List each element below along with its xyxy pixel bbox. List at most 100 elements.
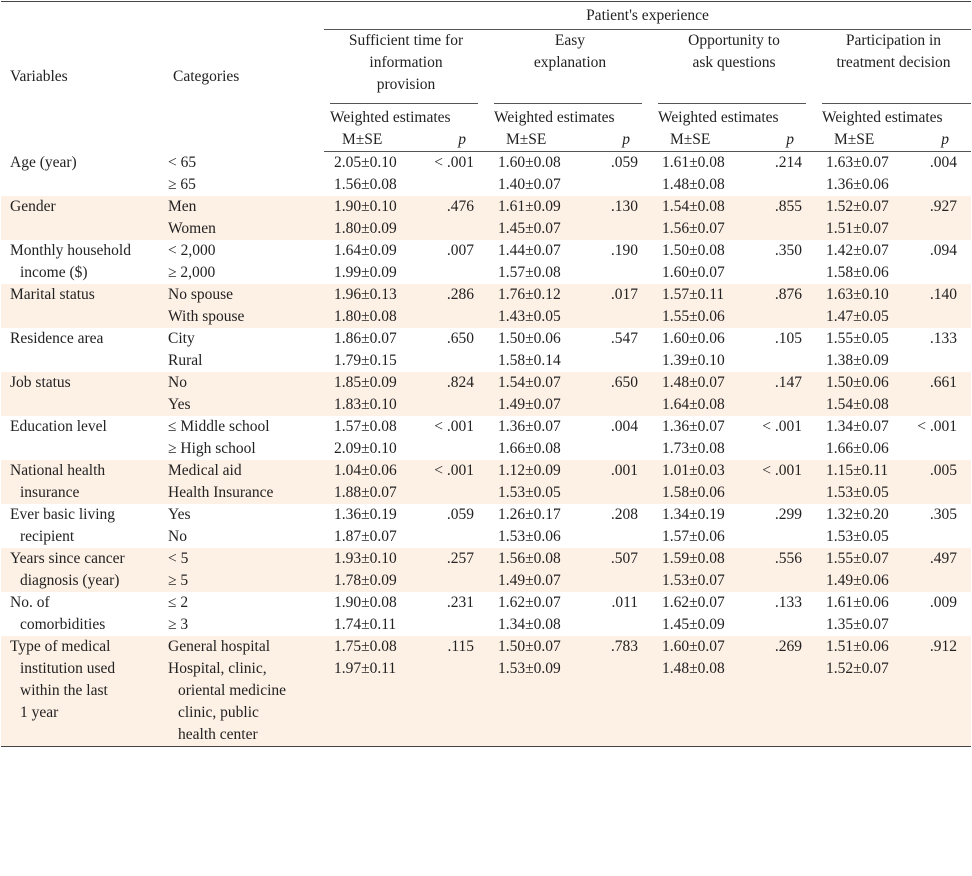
mean-se-value: 1.26±0.17 — [498, 506, 561, 523]
mean-se-value: 1.54±0.08 — [662, 198, 725, 215]
category-cell: No spouse With spouse — [164, 284, 324, 328]
category-label: < 2,000 — [168, 242, 216, 259]
variable-cell: Residence area — [1, 328, 164, 372]
mean-se-value: 1.56±0.08 — [498, 550, 561, 567]
mean-se-value: 1.60±0.08 — [498, 154, 561, 171]
p-value-cell: .231 — [446, 594, 474, 611]
mean-se-value: 1.53±0.05 — [826, 484, 889, 501]
variable-label: Residence area — [10, 330, 104, 347]
mean-se-value: 1.61±0.09 — [498, 198, 561, 215]
mean-se-cell: 1.59±0.08 1.53±0.07 — [652, 548, 750, 592]
category-cell: City Rural — [164, 328, 324, 372]
mean-se-cell: 1.63±0.07 1.36±0.06 — [816, 152, 914, 197]
mean-se-value: 1.60±0.07 — [662, 638, 725, 655]
mean-se-value: 1.45±0.07 — [498, 220, 561, 237]
mean-se-value: 1.32±0.20 — [826, 506, 889, 523]
mean-se-cell: 1.50±0.06 1.58±0.14 — [488, 328, 586, 372]
table-row: No. of comorbidities ≤ 2 ≥ 3 1.90±0.08 1.74±0… — [1, 592, 971, 636]
mean-se-cell: 1.15±0.11 1.53±0.05 — [816, 460, 914, 504]
table-row: Monthly household income ($) < 2,000 ≥ 2,00… — [1, 240, 971, 284]
mean-se-value: 1.56±0.08 — [334, 176, 397, 193]
variable-label: income ($) — [20, 264, 88, 281]
mean-se-cell: 1.36±0.07 1.73±0.08 — [652, 416, 750, 460]
p-value-cell: .105 — [774, 330, 802, 347]
category-label: ≥ 3 — [168, 616, 189, 633]
variable-cell: Marital status — [1, 284, 164, 328]
mean-se-value: 1.79±0.15 — [334, 352, 397, 369]
p-value-cell: .855 — [750, 196, 816, 240]
mean-se-cell: 1.60±0.08 1.40±0.07 — [488, 152, 586, 197]
mean-se-cell: 1.44±0.07 1.57±0.08 — [488, 240, 586, 284]
mean-se-cell: 1.76±0.12 1.43±0.05 — [488, 284, 586, 328]
category-label: Yes — [168, 506, 191, 523]
header-row-3: Weighted estimates Weighted estimates We… — [1, 100, 971, 129]
p-value-cell: .476 — [422, 196, 488, 240]
category-cell: Yes No — [164, 504, 324, 548]
header-p-4: p — [914, 129, 971, 152]
mean-se-cell: 1.62±0.07 1.45±0.09 — [652, 592, 750, 636]
mean-se-value: 1.53±0.07 — [662, 572, 725, 589]
category-label: ≥ 65 — [168, 175, 196, 193]
p-value-cell: .650 — [446, 330, 474, 347]
p-value-cell: .547 — [610, 330, 638, 347]
mean-se-value: 1.53±0.05 — [826, 528, 889, 545]
mean-se-value: 1.96±0.13 — [334, 286, 397, 303]
mean-se-cell: 1.51±0.06 1.52±0.07 — [816, 636, 914, 747]
mean-se-value: 1.45±0.09 — [662, 616, 725, 633]
mean-se-cell: 1.61±0.08 1.48±0.08 — [652, 152, 750, 197]
variable-label: No. of — [10, 594, 50, 611]
group-header-sufficient-time: Sufficient time for information provisio… — [348, 32, 464, 93]
table-row: Residence area City Rural 1.86±0.07 1.79±0.1… — [1, 328, 971, 372]
mean-se-value: 1.52±0.07 — [826, 198, 889, 215]
p-value-cell: .208 — [610, 506, 638, 523]
p-value-cell: .824 — [422, 372, 488, 416]
mean-se-value: 1.99±0.09 — [334, 264, 397, 281]
p-value-cell: .115 — [422, 636, 488, 747]
p-value-cell: < .001 — [762, 418, 802, 435]
mean-se-value: 1.85±0.09 — [334, 374, 397, 391]
mean-se-cell: 1.85±0.09 1.83±0.10 — [324, 372, 422, 416]
table-row: Age (year) < 65 ≥ 65 2.05±0.10 1.56±0.08 < .0… — [1, 152, 971, 197]
mean-se-value: 1.57±0.06 — [662, 528, 725, 545]
mean-se-cell: 1.50±0.06 1.54±0.08 — [816, 372, 914, 416]
mean-se-value: 1.50±0.08 — [662, 242, 725, 259]
weighted-estimates-4: Weighted estimates — [816, 100, 971, 129]
category-label: ≥ High school — [168, 440, 256, 457]
p-value-cell: .007 — [446, 242, 474, 259]
variable-cell: Years since cancer diagnosis (year) — [1, 548, 164, 592]
table-row: National health insurance Medical aid Healt… — [1, 460, 971, 504]
mean-se-value: 1.49±0.07 — [498, 572, 561, 589]
p-value-cell: .556 — [750, 548, 816, 592]
category-label: Yes — [168, 396, 191, 413]
p-value-cell: .094 — [929, 242, 957, 259]
mean-se-value: 1.39±0.10 — [662, 352, 725, 369]
mean-se-value: 1.57±0.11 — [662, 286, 725, 303]
mean-se-value: 1.59±0.08 — [662, 550, 725, 567]
p-value-cell: .130 — [586, 196, 652, 240]
variable-cell: Type of medical institution used within th… — [1, 636, 164, 747]
group-header-participation: Participation in treatment decision — [836, 32, 951, 71]
mean-se-cell: 1.57±0.08 2.09±0.10 — [324, 416, 422, 460]
mean-se-value: 1.34±0.07 — [826, 418, 889, 435]
mean-se-value: 1.54±0.07 — [498, 374, 561, 391]
variable-cell: Ever basic living recipient — [1, 504, 164, 548]
header-variables: Variables — [10, 67, 68, 85]
weighted-estimates-3: Weighted estimates — [652, 100, 816, 129]
mean-se-value: 1.61±0.06 — [826, 594, 889, 611]
variable-label: Type of medical — [10, 638, 111, 655]
mean-se-value: 1.58±0.06 — [662, 484, 725, 501]
category-label: ≥ 2,000 — [168, 264, 216, 281]
category-label: health center — [178, 726, 258, 743]
mean-se-value: 1.01±0.03 — [662, 462, 725, 479]
p-value-cell: .017 — [586, 284, 652, 328]
variable-label: Gender — [10, 198, 56, 215]
mean-se-value: 2.09±0.10 — [334, 440, 397, 457]
mean-se-value: 1.90±0.10 — [334, 198, 397, 215]
mean-se-cell: 1.48±0.07 1.64±0.08 — [652, 372, 750, 416]
mean-se-cell: 1.61±0.06 1.35±0.07 — [816, 592, 914, 636]
p-value-cell: < .001 — [434, 154, 474, 171]
header-p-3: p — [750, 129, 816, 152]
mean-se-value: 1.66±0.06 — [826, 440, 889, 457]
mean-se-cell: 1.55±0.05 1.38±0.09 — [816, 328, 914, 372]
category-label: City — [168, 330, 195, 347]
